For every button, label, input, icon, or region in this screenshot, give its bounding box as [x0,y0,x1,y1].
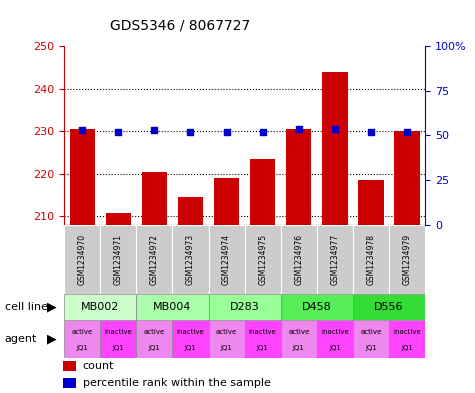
Bar [172,225,209,294]
Text: GSM1234974: GSM1234974 [222,233,231,285]
Text: D556: D556 [374,302,404,312]
Bar [286,129,312,225]
Bar [281,320,317,358]
Text: active: active [361,329,381,335]
Text: MB002: MB002 [81,302,119,312]
Text: inactive: inactive [249,329,276,335]
Text: JQ1: JQ1 [220,345,233,351]
Bar [317,225,353,294]
Text: JQ1: JQ1 [401,345,413,351]
Text: GSM1234979: GSM1234979 [403,233,411,285]
Point [223,129,230,135]
Text: JQ1: JQ1 [113,345,124,351]
Bar [209,320,245,358]
Text: active: active [288,329,309,335]
Bar [105,213,131,225]
Bar [136,225,172,294]
Point [114,129,122,135]
Text: active: active [144,329,165,335]
Bar [353,320,389,358]
Bar [394,131,420,225]
Text: inactive: inactive [393,329,421,335]
Point [151,127,158,133]
Text: JQ1: JQ1 [76,345,88,351]
Text: percentile rank within the sample: percentile rank within the sample [83,378,271,388]
Bar [209,294,281,320]
Text: cell line: cell line [5,302,48,312]
Bar [63,361,76,371]
Text: active: active [216,329,237,335]
Bar [353,294,425,320]
Bar [389,320,425,358]
Bar [317,320,353,358]
Text: GSM1234972: GSM1234972 [150,234,159,285]
Point [331,126,339,132]
Bar [245,225,281,294]
Bar [64,320,100,358]
Text: active: active [72,329,93,335]
Text: ▶: ▶ [47,332,56,345]
Bar [178,197,203,225]
Point [259,129,266,135]
Text: GSM1234978: GSM1234978 [367,234,375,285]
Bar [281,294,353,320]
Text: JQ1: JQ1 [256,345,269,351]
Point [295,126,303,132]
Text: JQ1: JQ1 [184,345,197,351]
Point [403,129,411,135]
Text: GSM1234971: GSM1234971 [114,234,123,285]
Text: D458: D458 [302,302,332,312]
Bar [214,178,239,225]
Bar [69,129,95,225]
Bar [172,320,209,358]
Bar [100,320,136,358]
Bar [322,72,348,225]
Bar [142,172,167,225]
Text: agent: agent [5,334,37,344]
Bar [358,180,384,225]
Text: GDS5346 / 8067727: GDS5346 / 8067727 [110,18,251,32]
Text: JQ1: JQ1 [365,345,377,351]
Text: JQ1: JQ1 [293,345,305,351]
Text: GSM1234975: GSM1234975 [258,233,267,285]
Bar [281,225,317,294]
Bar [100,225,136,294]
Bar [63,378,76,388]
Bar [245,320,281,358]
Text: GSM1234976: GSM1234976 [294,233,303,285]
Text: GSM1234970: GSM1234970 [78,233,86,285]
Text: D283: D283 [230,302,259,312]
Point [78,127,86,133]
Text: ▶: ▶ [47,300,56,314]
Bar [136,294,209,320]
Text: JQ1: JQ1 [148,345,160,351]
Text: inactive: inactive [177,329,204,335]
Bar [64,225,100,294]
Point [187,129,194,135]
Text: MB004: MB004 [153,302,191,312]
Text: GSM1234973: GSM1234973 [186,233,195,285]
Text: count: count [83,361,114,371]
Text: inactive: inactive [321,329,349,335]
Bar [209,225,245,294]
Text: inactive: inactive [104,329,132,335]
Bar [64,294,136,320]
Bar [250,159,276,225]
Bar [136,320,172,358]
Bar [353,225,389,294]
Text: JQ1: JQ1 [329,345,341,351]
Text: GSM1234977: GSM1234977 [331,233,339,285]
Bar [389,225,425,294]
Point [367,129,375,135]
